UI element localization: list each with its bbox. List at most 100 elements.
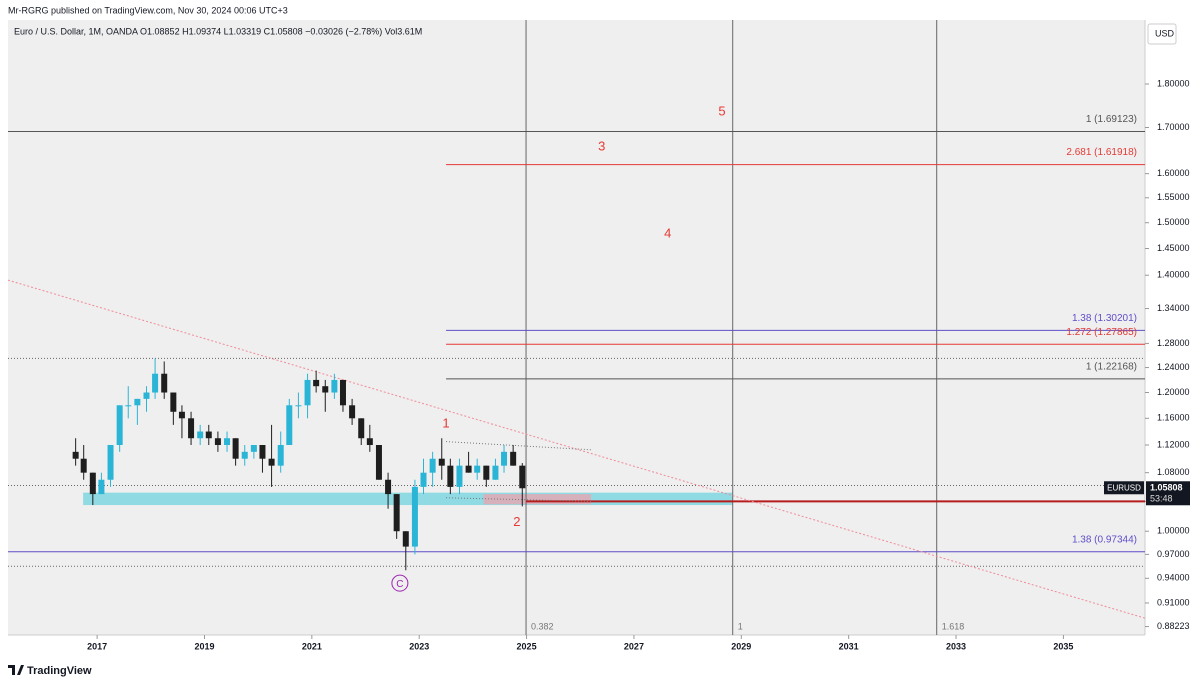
candle-body — [232, 438, 239, 459]
candle-body — [420, 472, 427, 487]
candle-body — [393, 494, 400, 532]
countdown: 53:48 — [1150, 494, 1173, 504]
y-tick-label: 0.94000 — [1157, 573, 1190, 583]
candle-body — [313, 379, 320, 387]
candle-body — [224, 438, 231, 446]
y-tick-label: 1.00000 — [1157, 526, 1190, 536]
candle-body — [483, 465, 490, 480]
x-tick-label: 2035 — [1053, 641, 1073, 651]
y-tick-label: 1.34000 — [1157, 303, 1190, 313]
candle-body — [259, 445, 266, 459]
symbol-box — [1104, 481, 1144, 495]
y-tick-label: 1.60000 — [1157, 168, 1190, 178]
wave-label: 3 — [598, 139, 605, 154]
y-tick-label: 0.88223 — [1157, 621, 1190, 631]
candle-body — [519, 465, 526, 489]
candle-body — [492, 465, 499, 480]
x-tick-label: 2031 — [839, 641, 859, 651]
candle-body — [331, 379, 338, 393]
candle-body — [385, 479, 392, 495]
candle-body — [197, 431, 204, 439]
triangle-line — [446, 441, 592, 451]
candle-body — [510, 451, 517, 466]
candle-body — [277, 445, 284, 466]
y-tick-label: 1.80000 — [1157, 78, 1190, 88]
header: Mr-RGRG published on TradingView.com, No… — [8, 5, 288, 15]
candle-body — [72, 451, 79, 459]
x-tick-label: 2027 — [624, 641, 644, 651]
candle-body — [250, 445, 257, 452]
candle-body — [107, 445, 114, 480]
candle-body — [241, 451, 248, 459]
wave-label: 2 — [513, 514, 520, 529]
y-tick-label: 1.08000 — [1157, 467, 1190, 477]
x-tick-label: 2023 — [409, 641, 429, 651]
candle-body — [465, 465, 472, 473]
zone — [483, 494, 591, 505]
y-tick-label: 1.55000 — [1157, 192, 1190, 202]
x-tick-label: 2021 — [302, 641, 322, 651]
candle-body — [188, 418, 195, 439]
currency: USD — [1155, 28, 1175, 38]
footer: TradingView — [27, 665, 92, 677]
candle-body — [89, 472, 96, 495]
candle-body — [268, 458, 275, 466]
candle-body — [116, 405, 123, 446]
wave-label: C — [396, 579, 403, 590]
candle-body — [438, 458, 445, 466]
fib-level-label: 1 (1.22168) — [1086, 362, 1137, 373]
candle-body — [170, 392, 177, 412]
fib-level-label: 1.38 (0.97344) — [1072, 534, 1137, 545]
candle-body — [295, 405, 302, 407]
x-tick-label: 2029 — [731, 641, 751, 651]
candle-body — [125, 405, 132, 407]
logo — [8, 665, 24, 675]
symbol-label: EURUSD — [1107, 483, 1141, 492]
y-tick-label: 1.12000 — [1157, 439, 1190, 449]
wave-label: 4 — [664, 225, 671, 240]
y-tick-label: 1.50000 — [1157, 217, 1190, 227]
candle-body — [205, 431, 212, 439]
candle-body — [322, 386, 329, 393]
candle-body — [339, 379, 346, 406]
candle-body — [447, 465, 454, 487]
price-label: 1.05808 — [1150, 483, 1183, 493]
wave-label: 5 — [718, 104, 725, 119]
zone — [83, 492, 733, 506]
candle-body — [214, 438, 221, 446]
candle-body — [349, 405, 356, 419]
wave-label: 1 — [442, 415, 449, 430]
y-tick-label: 0.97000 — [1157, 549, 1190, 559]
trendline — [7, 279, 1146, 619]
candle-body — [411, 486, 418, 547]
candle-body — [143, 392, 150, 399]
candle-body — [134, 398, 141, 406]
fib-time-label: 1.618 — [942, 621, 965, 631]
triangle-line — [446, 497, 592, 502]
candle-body — [429, 458, 436, 473]
price-box — [1146, 481, 1190, 506]
y-tick-label: 1.24000 — [1157, 362, 1190, 372]
candle-body — [80, 458, 87, 473]
candle-body — [402, 531, 409, 547]
candle-body — [474, 465, 481, 473]
y-tick-label: 1.40000 — [1157, 270, 1190, 280]
y-tick-label: 1.16000 — [1157, 413, 1190, 423]
fib-level-label: 1.38 (1.30201) — [1072, 313, 1137, 324]
wave-circle — [391, 574, 409, 592]
fib-level-label: 2.681 (1.61918) — [1066, 147, 1137, 158]
fib-time-label: 0.382 — [531, 621, 554, 631]
candle-body — [178, 411, 185, 419]
candle-body — [366, 438, 373, 446]
currency-box — [1147, 23, 1177, 45]
y-tick-label: 1.70000 — [1157, 122, 1190, 132]
plot-area — [8, 20, 1145, 635]
candle-body — [501, 451, 508, 466]
candle-body — [375, 445, 382, 480]
candle-body — [98, 479, 105, 495]
fib-level-label: 1.272 (1.27865) — [1066, 327, 1137, 338]
y-tick-label: 1.20000 — [1157, 387, 1190, 397]
fib-time-label: 1 — [738, 621, 743, 631]
